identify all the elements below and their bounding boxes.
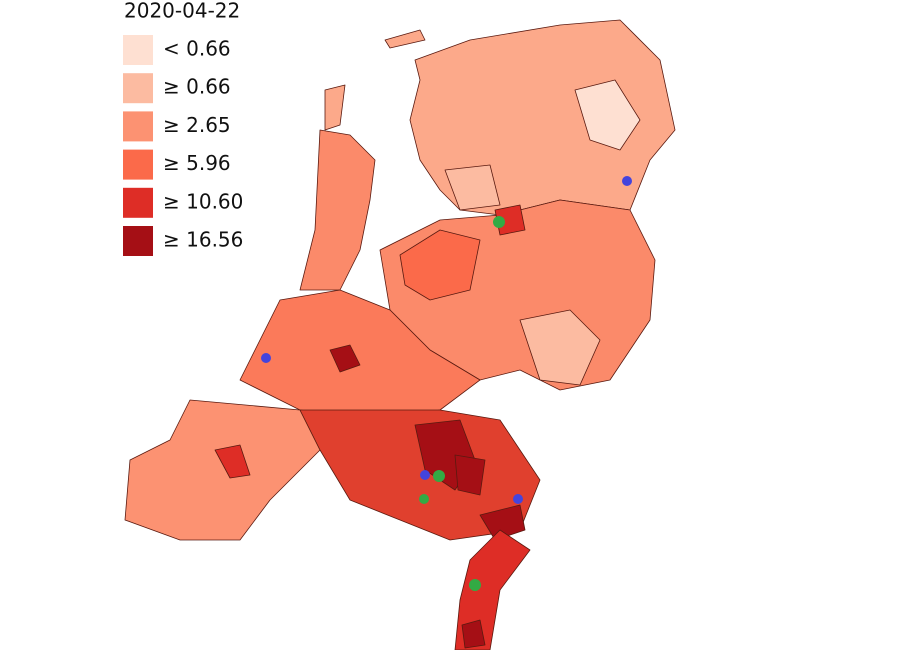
marker (469, 579, 481, 591)
markers (261, 176, 632, 591)
legend-swatch (123, 111, 153, 142)
legend-label: ≥ 0.66 (163, 75, 231, 99)
legend-label: ≥ 10.60 (163, 189, 243, 213)
marker (513, 494, 523, 504)
region (444, 164, 501, 211)
marker (420, 470, 430, 480)
marker (493, 216, 505, 228)
legend-swatch (123, 149, 153, 180)
legend-label: ≥ 5.96 (163, 151, 231, 175)
region (461, 619, 486, 649)
marker (433, 470, 445, 482)
marker (261, 353, 271, 363)
marker (622, 176, 632, 186)
marker (419, 494, 429, 504)
legend-swatch (123, 226, 153, 256)
region (519, 309, 601, 386)
region (124, 399, 321, 541)
legend-label: ≥ 16.56 (163, 228, 243, 252)
island (324, 84, 346, 131)
region (479, 504, 526, 541)
region (214, 444, 251, 479)
country-map (124, 19, 676, 650)
legend-swatch (123, 35, 153, 65)
region (329, 344, 361, 373)
region (239, 289, 481, 421)
legend-swatch (123, 187, 153, 218)
legend-label: ≥ 2.65 (163, 113, 231, 137)
region (299, 129, 376, 291)
region (454, 454, 486, 496)
region (454, 529, 531, 650)
legend-swatch (123, 73, 153, 104)
region (399, 229, 481, 301)
legend-label: < 0.66 (163, 37, 231, 61)
island (384, 29, 426, 49)
region (574, 79, 641, 151)
map-title: 2020-04-22 (124, 0, 240, 23)
